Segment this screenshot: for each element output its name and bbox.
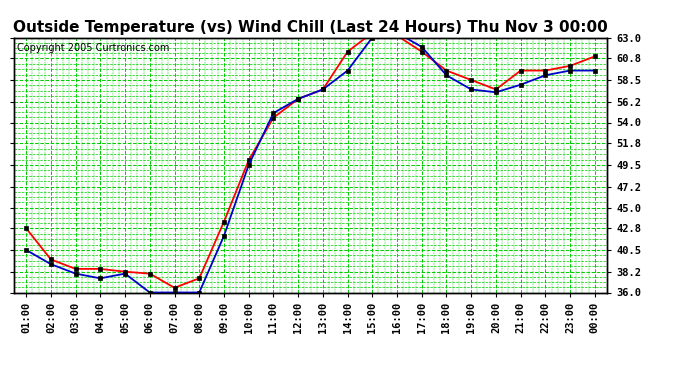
- Text: Copyright 2005 Curtronics.com: Copyright 2005 Curtronics.com: [17, 43, 169, 52]
- Title: Outside Temperature (vs) Wind Chill (Last 24 Hours) Thu Nov 3 00:00: Outside Temperature (vs) Wind Chill (Las…: [13, 20, 608, 35]
